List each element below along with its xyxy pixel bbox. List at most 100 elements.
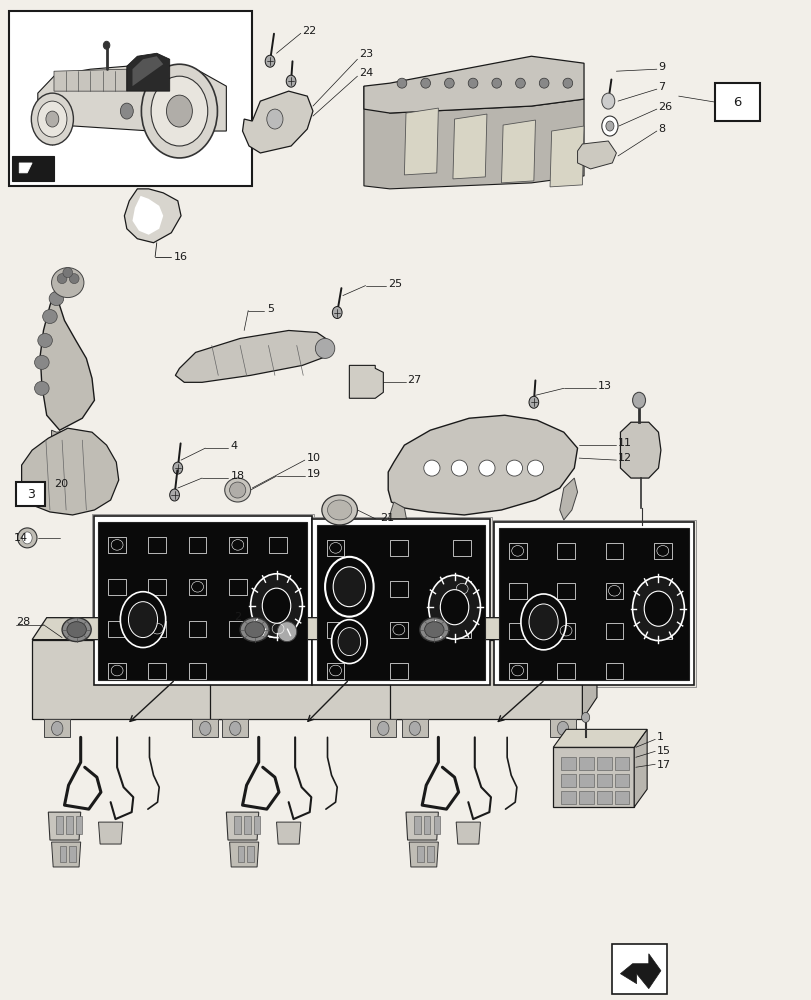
Ellipse shape <box>173 462 182 474</box>
Ellipse shape <box>18 528 37 548</box>
Ellipse shape <box>128 602 157 638</box>
Polygon shape <box>581 618 596 719</box>
Bar <box>499 528 689 680</box>
Ellipse shape <box>332 307 341 319</box>
Ellipse shape <box>49 292 63 306</box>
Ellipse shape <box>103 41 109 49</box>
Polygon shape <box>225 618 239 719</box>
Polygon shape <box>175 330 331 382</box>
Polygon shape <box>453 114 487 179</box>
Ellipse shape <box>331 620 367 664</box>
Bar <box>389 622 407 638</box>
Ellipse shape <box>321 495 357 525</box>
Bar <box>32 640 225 719</box>
Ellipse shape <box>601 93 614 109</box>
Polygon shape <box>389 618 596 640</box>
Bar <box>268 537 286 553</box>
Bar <box>508 543 526 559</box>
Ellipse shape <box>277 622 296 642</box>
Text: 9: 9 <box>658 62 665 72</box>
Ellipse shape <box>267 109 283 129</box>
Bar <box>148 579 166 595</box>
Text: 16: 16 <box>174 252 187 262</box>
Bar <box>614 757 629 770</box>
Bar <box>238 846 244 862</box>
Text: 1: 1 <box>656 732 663 742</box>
Bar <box>423 816 430 834</box>
Bar <box>311 519 490 685</box>
Bar <box>316 525 485 680</box>
Text: 28: 28 <box>16 617 30 627</box>
Polygon shape <box>226 812 259 840</box>
Polygon shape <box>277 822 300 844</box>
Polygon shape <box>98 822 122 844</box>
Polygon shape <box>51 842 80 867</box>
Ellipse shape <box>120 592 165 648</box>
Bar <box>98 522 307 680</box>
Ellipse shape <box>491 78 501 88</box>
Bar <box>556 583 574 599</box>
Ellipse shape <box>556 721 568 735</box>
Text: 18: 18 <box>230 471 244 481</box>
Bar <box>453 540 470 556</box>
Ellipse shape <box>468 78 478 88</box>
Bar <box>614 791 629 804</box>
Ellipse shape <box>632 392 645 408</box>
Bar <box>560 757 575 770</box>
Ellipse shape <box>643 591 672 626</box>
Bar <box>229 537 247 553</box>
Bar <box>69 846 75 862</box>
Bar <box>389 540 407 556</box>
Bar <box>310 517 491 687</box>
Ellipse shape <box>409 721 420 735</box>
Bar <box>433 816 440 834</box>
Ellipse shape <box>166 95 192 127</box>
Bar <box>108 579 126 595</box>
Ellipse shape <box>424 622 444 638</box>
Text: 21: 21 <box>380 513 394 523</box>
Ellipse shape <box>603 95 612 107</box>
Polygon shape <box>402 618 417 719</box>
Ellipse shape <box>333 567 365 607</box>
Bar <box>492 520 695 687</box>
Polygon shape <box>349 365 383 398</box>
Text: 12: 12 <box>617 453 631 463</box>
Ellipse shape <box>377 721 388 735</box>
Text: 15: 15 <box>656 746 670 756</box>
Bar <box>244 816 251 834</box>
Polygon shape <box>401 719 427 737</box>
Text: 6: 6 <box>732 96 740 109</box>
Polygon shape <box>559 478 577 520</box>
Bar <box>268 579 286 595</box>
Ellipse shape <box>35 381 49 395</box>
Text: 5: 5 <box>267 304 273 314</box>
Bar <box>12 156 54 181</box>
Ellipse shape <box>506 460 522 476</box>
Bar <box>188 579 206 595</box>
Polygon shape <box>38 64 226 131</box>
Bar <box>453 581 470 597</box>
Ellipse shape <box>23 532 32 544</box>
Bar <box>16 482 45 506</box>
Ellipse shape <box>230 482 246 498</box>
Ellipse shape <box>397 78 406 88</box>
Ellipse shape <box>62 618 91 642</box>
Text: 17: 17 <box>656 760 670 770</box>
Bar <box>389 640 581 719</box>
Ellipse shape <box>327 500 351 520</box>
Text: 10: 10 <box>306 453 320 463</box>
Ellipse shape <box>562 78 572 88</box>
Ellipse shape <box>32 93 73 145</box>
Bar <box>188 537 206 553</box>
Polygon shape <box>501 120 534 183</box>
Bar <box>605 663 623 679</box>
Polygon shape <box>192 719 218 737</box>
Bar <box>653 623 671 639</box>
Polygon shape <box>363 86 583 189</box>
Ellipse shape <box>245 622 264 638</box>
Ellipse shape <box>440 590 468 625</box>
Ellipse shape <box>38 333 52 347</box>
Ellipse shape <box>515 78 525 88</box>
Ellipse shape <box>539 78 548 88</box>
Polygon shape <box>388 502 407 540</box>
